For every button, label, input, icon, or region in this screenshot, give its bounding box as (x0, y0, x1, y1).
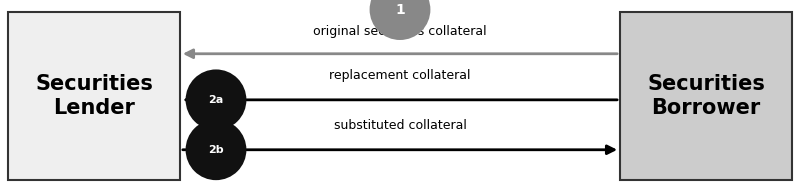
Text: 2a: 2a (208, 95, 224, 105)
Text: substituted collateral: substituted collateral (334, 118, 466, 132)
FancyBboxPatch shape (620, 12, 792, 180)
FancyBboxPatch shape (8, 12, 180, 180)
Ellipse shape (186, 119, 246, 180)
Text: 2b: 2b (208, 145, 224, 155)
Text: 1: 1 (395, 3, 405, 17)
Ellipse shape (370, 0, 430, 40)
Text: replacement collateral: replacement collateral (330, 69, 470, 82)
Text: Securities
Lender: Securities Lender (35, 74, 153, 118)
Ellipse shape (186, 70, 246, 130)
Text: Securities
Borrower: Securities Borrower (647, 74, 765, 118)
Text: original securities collateral: original securities collateral (313, 25, 487, 38)
